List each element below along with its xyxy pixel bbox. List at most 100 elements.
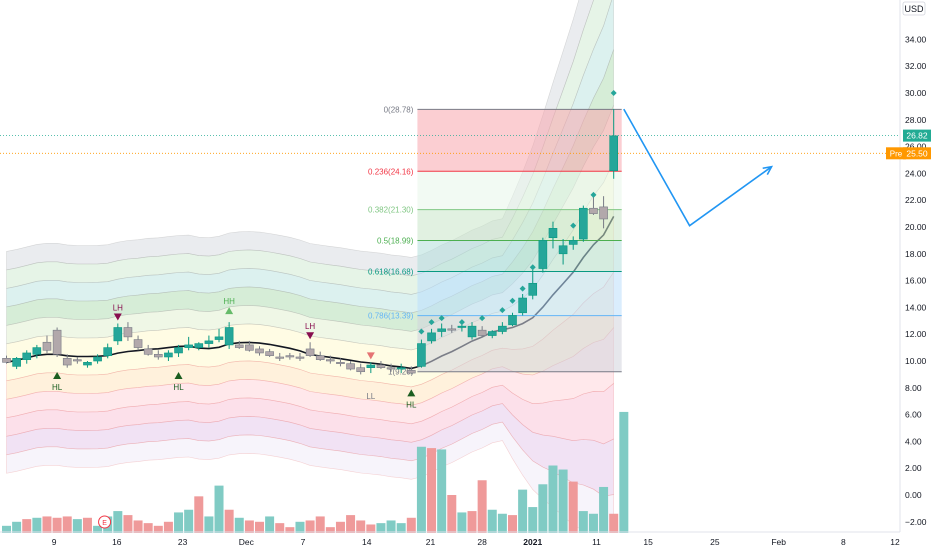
volume-bar [194, 496, 204, 550]
candle-down [295, 356, 305, 359]
candle-up [103, 347, 112, 356]
candle-up [437, 328, 446, 332]
candle-up [568, 240, 578, 245]
candle-down [336, 362, 345, 364]
x-tick-label: 12 [890, 537, 900, 547]
volume-bar [113, 511, 123, 550]
currency-label: USD [904, 4, 924, 14]
volume-bar [528, 507, 538, 550]
candle-up [487, 331, 497, 336]
candle-down [406, 370, 416, 374]
x-tick-label: 14 [362, 537, 372, 547]
fib-label-5: 0.618(16.68) [368, 267, 414, 276]
candle-up [214, 336, 224, 340]
signal-diamond-marker [479, 315, 486, 322]
pivot-arrow-up [407, 389, 416, 397]
x-tick-label: 15 [643, 537, 653, 547]
fib-zone-3 [417, 209, 622, 241]
x-tick-label: 21 [426, 537, 436, 547]
volume-bar [447, 495, 457, 550]
x-tick-label: Feb [771, 537, 786, 547]
fib-label-3: 0.382(21.30) [368, 206, 414, 215]
y-tick-label: 8.00 [905, 383, 922, 393]
volume-bar [538, 484, 548, 550]
volume-bar [437, 449, 447, 550]
x-tick-label: 23 [178, 537, 188, 547]
premarket-tag-label: Pre [890, 149, 903, 158]
earnings-marker-label: E [102, 520, 107, 527]
y-tick-label: 14.00 [905, 302, 927, 312]
volume-bar [346, 515, 356, 550]
pivot-label: HL [406, 400, 417, 409]
y-tick-label: 16.00 [905, 276, 927, 286]
upper-band-3 [6, 0, 614, 314]
candle-up [224, 327, 234, 346]
signal-diamond-marker [539, 249, 546, 256]
y-tick-label: 20.00 [905, 222, 927, 232]
signal-diamond-marker [590, 191, 597, 198]
x-tick-label: 11 [592, 537, 601, 547]
signal-diamond-marker [428, 319, 435, 326]
candle-up [518, 297, 527, 314]
candle-down [73, 359, 82, 362]
price-tag-label-1: 26.82 [906, 131, 928, 141]
pivot-label: LH [305, 322, 315, 331]
volume-bar [578, 511, 588, 550]
volume-bar [477, 480, 487, 550]
projection-arrowhead [762, 165, 774, 175]
candle-up [204, 340, 214, 344]
volume-bar [427, 448, 437, 550]
candle-up [558, 245, 568, 255]
candle-down [154, 353, 163, 358]
candle-down [386, 367, 396, 370]
volume-bar [174, 512, 184, 550]
candle-up [93, 356, 102, 362]
lower-band-4 [6, 382, 614, 445]
upper-band-4 [6, 49, 614, 332]
premarket-tag [886, 147, 906, 160]
x-tick-label: 2021 [523, 537, 542, 547]
signal-diamond-marker [509, 297, 516, 304]
candle-down [356, 367, 366, 373]
candle-up [457, 325, 467, 328]
candle-up [184, 344, 193, 348]
pivot-label: HL [173, 383, 184, 392]
candle-up [83, 362, 92, 366]
candle-down [305, 348, 315, 356]
y-tick-label: 26.00 [905, 142, 927, 152]
candle-down [255, 348, 264, 354]
signal-diamond-marker [610, 90, 617, 96]
candles [2, 109, 619, 375]
upper-band-1 [6, 0, 594, 277]
volume-bar [619, 411, 629, 550]
pivot-arrow-down [306, 332, 315, 340]
y-tick-label: 10.00 [905, 356, 927, 366]
time-axis-background [0, 533, 900, 550]
projection-path [623, 108, 774, 227]
candle-up [396, 367, 406, 370]
candle-down [52, 329, 62, 355]
fib-zone-6 [417, 315, 622, 372]
signal-diamond-marker [499, 307, 506, 314]
candle-down [123, 327, 133, 338]
x-tick-label: 7 [301, 537, 306, 547]
fib-zone-1 [417, 109, 622, 172]
y-tick-label: 28.00 [905, 115, 927, 125]
candle-down [234, 344, 244, 348]
fib-label-4: 0.5(18.99) [377, 237, 414, 246]
y-tick-label: 24.00 [905, 168, 927, 178]
signal-diamond-marker [549, 229, 556, 236]
candle-up [22, 352, 32, 360]
volume-bar [457, 512, 467, 550]
volume-bar [508, 515, 517, 550]
signal-diamond-marker [519, 285, 526, 292]
candle-down [346, 363, 355, 370]
x-tick-label: 16 [112, 537, 122, 547]
candle-up [467, 325, 477, 338]
pivot-label: LL [366, 392, 375, 401]
candle-down [376, 364, 386, 368]
candle-down [477, 329, 487, 336]
volume-bar [599, 486, 609, 550]
fib-label-6: 0.786(13.39) [368, 312, 414, 321]
